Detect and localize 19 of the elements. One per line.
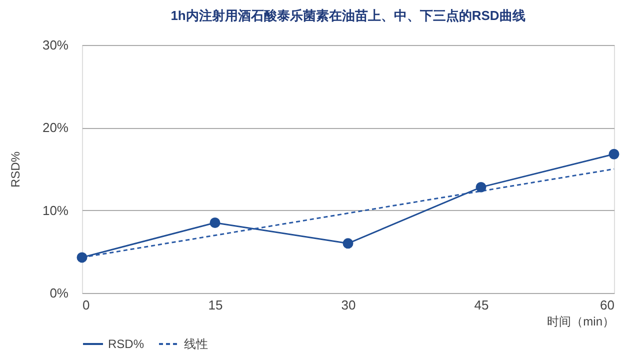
point: [76, 252, 88, 263]
y-tick-label: 0%: [50, 286, 69, 300]
x-axis-title: 时间（min）: [547, 314, 614, 328]
y-tick-label: 10%: [42, 202, 69, 218]
x-tick-label: 60: [600, 298, 614, 312]
chart-title: 1h内注射用酒石酸泰乐菌素在油苗上、中、下三点的RSD曲线: [170, 8, 526, 23]
x-tick-label: 30: [341, 298, 356, 312]
point: [476, 182, 486, 192]
point: [210, 218, 220, 228]
legend-label: RSD%: [108, 337, 144, 351]
x-tick-label: 0: [82, 298, 90, 312]
x-tick-label: 15: [208, 298, 223, 312]
point: [608, 148, 620, 160]
legend-label: 线性: [184, 337, 208, 351]
point: [342, 238, 354, 249]
y-tick-label: 30%: [42, 38, 69, 52]
y-axis-title: RSD%: [8, 151, 22, 188]
y-tick-label: 20%: [42, 120, 69, 136]
x-tick-label: 45: [474, 298, 489, 312]
